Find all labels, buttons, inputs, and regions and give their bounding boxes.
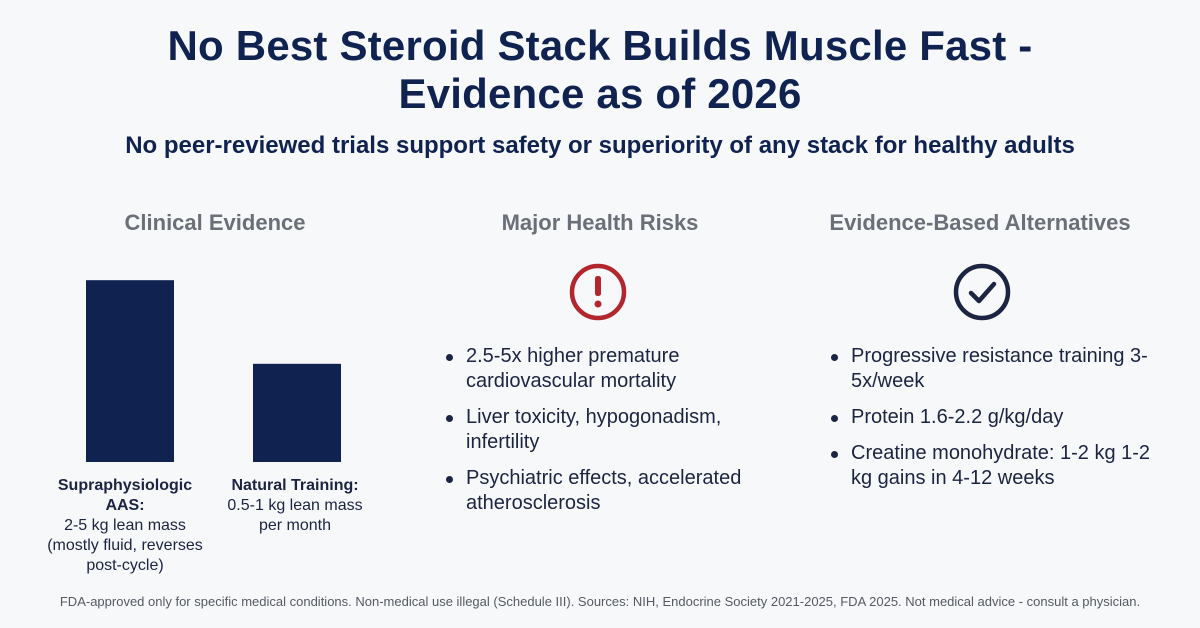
bar-natural-training [253, 363, 341, 462]
clinical-evidence-chart: Supraphysiologic AAS: 2-5 kg lean mass (… [40, 262, 380, 574]
list-item: Progressive resistance training 3-5x/wee… [829, 344, 1169, 394]
page-subtitle: No peer-reviewed trials support safety o… [125, 132, 1075, 159]
bar-category-aas: Supraphysiologic AAS: [57, 477, 193, 514]
alternatives-heading: Evidence-Based Alternatives [829, 210, 1131, 235]
list-item: Protein 1.6-2.2 g/kg/day [829, 405, 1169, 430]
exclamation-circle-icon [569, 263, 627, 321]
bar-detail-aas: 2-5 kg lean mass (mostly fluid, reverses… [47, 517, 203, 574]
title-line-1: No Best Steroid Stack Builds Muscle Fast… [167, 22, 1033, 69]
footer-disclaimer: FDA-approved only for specific medical c… [59, 594, 1141, 609]
health-risks-list: 2.5-5x higher premature cardiovascular m… [444, 344, 764, 527]
check-circle-icon [953, 263, 1011, 321]
list-item: Liver toxicity, hypogonadism, infertilit… [444, 405, 764, 455]
bar-aas [86, 280, 174, 462]
list-item: Psychiatric effects, accelerated atheros… [444, 466, 764, 516]
bar-chart-svg [86, 280, 341, 462]
bar-label-natural: Natural Training: 0.5-1 kg lean mass per… [220, 476, 370, 536]
bar-category-natural: Natural Training: [231, 477, 359, 494]
page-title: No Best Steroid Stack Builds Muscle Fast… [0, 22, 1200, 118]
list-item: Creatine monohydrate: 1-2 kg 1-2 kg gain… [829, 441, 1169, 491]
bar-label-aas: Supraphysiologic AAS: 2-5 kg lean mass (… [40, 476, 210, 576]
health-risks-heading: Major Health Risks [501, 210, 699, 235]
alternatives-list: Progressive resistance training 3-5x/wee… [829, 344, 1169, 502]
list-item: 2.5-5x higher premature cardiovascular m… [444, 344, 764, 394]
title-line-2: Evidence as of 2026 [398, 70, 802, 117]
bar-detail-natural: 0.5-1 kg lean mass per month [227, 497, 363, 534]
clinical-evidence-heading: Clinical Evidence [124, 210, 306, 235]
